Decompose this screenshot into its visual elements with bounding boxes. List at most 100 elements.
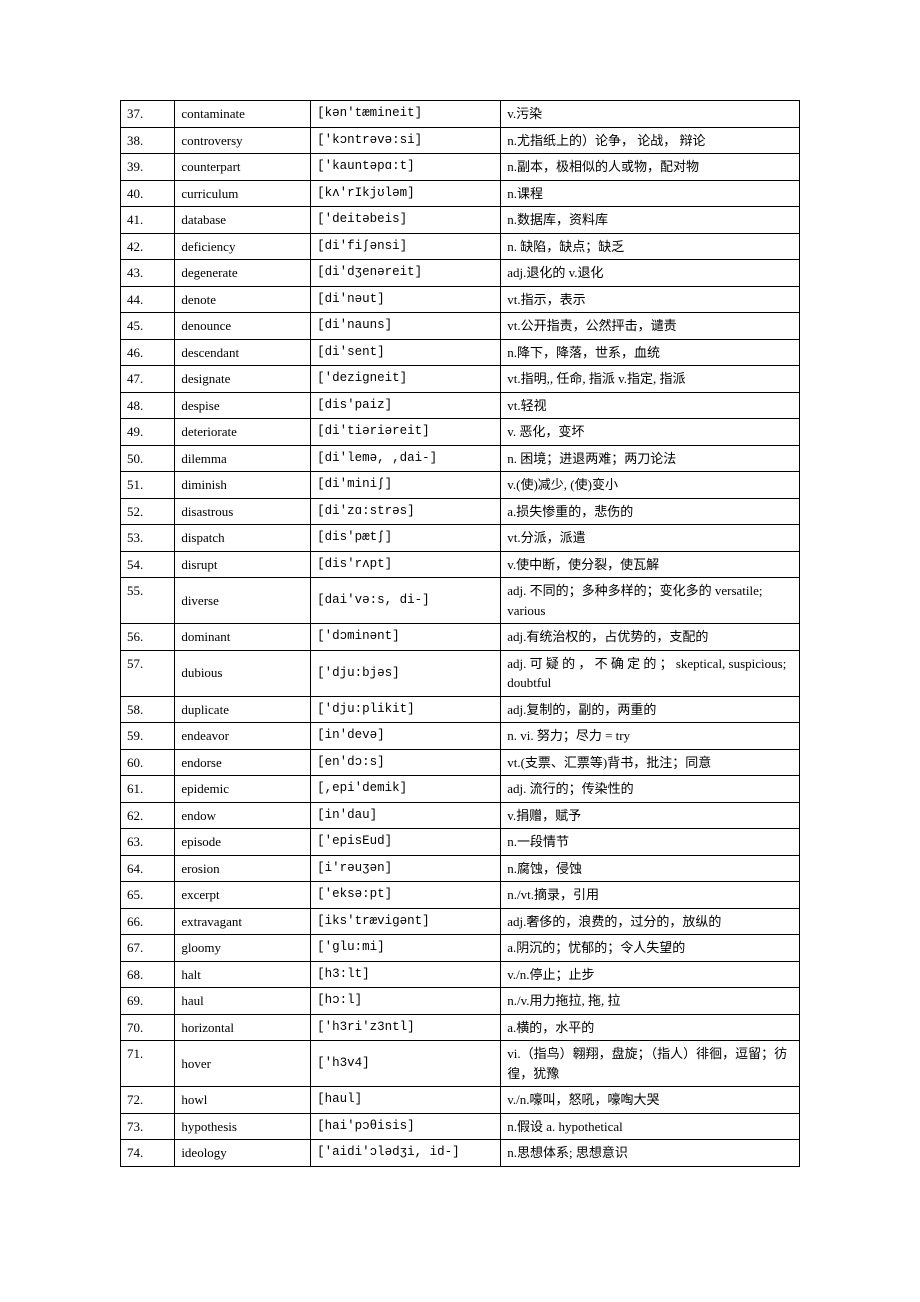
table-row: 47.designate['dezigneit]vt.指明,, 任命, 指派 v… <box>121 366 800 393</box>
cell-number: 49. <box>121 419 175 446</box>
vocabulary-table: 37.contaminate[kən'tæmineit]v.污染38.contr… <box>120 100 800 1167</box>
cell-definition: vt.(支票、汇票等)背书，批注；同意 <box>501 749 800 776</box>
cell-definition: n./v.用力拖拉, 拖, 拉 <box>501 988 800 1015</box>
cell-definition: vt.轻视 <box>501 392 800 419</box>
cell-ipa: [haul] <box>311 1087 501 1114</box>
cell-ipa: [di'sent] <box>311 339 501 366</box>
table-body: 37.contaminate[kən'tæmineit]v.污染38.contr… <box>121 101 800 1167</box>
cell-number: 53. <box>121 525 175 552</box>
cell-definition: v./n.嚎叫，怒吼，嚎啕大哭 <box>501 1087 800 1114</box>
cell-number: 63. <box>121 829 175 856</box>
table-row: 63.episode['episEud] n.一段情节 <box>121 829 800 856</box>
cell-ipa: [hɔ:l] <box>311 988 501 1015</box>
cell-number: 60. <box>121 749 175 776</box>
cell-number: 43. <box>121 260 175 287</box>
cell-number: 66. <box>121 908 175 935</box>
cell-ipa: [di'nauns] <box>311 313 501 340</box>
table-row: 68.halt[h3:lt]v./n.停止；止步 <box>121 961 800 988</box>
cell-ipa: [di'lemə, ,dai-] <box>311 445 501 472</box>
table-row: 67.gloomy['glu:mi]a.阴沉的；忧郁的；令人失望的 <box>121 935 800 962</box>
cell-ipa: ['kauntəpɑ:t] <box>311 154 501 181</box>
cell-word: deficiency <box>175 233 311 260</box>
cell-ipa: [kʌ'rIkjʊləm] <box>311 180 501 207</box>
cell-definition: adj.奢侈的，浪费的，过分的，放纵的 <box>501 908 800 935</box>
cell-definition: n. 困境；进退两难；两刀论法 <box>501 445 800 472</box>
cell-definition: vt.公开指责，公然抨击，谴责 <box>501 313 800 340</box>
cell-number: 47. <box>121 366 175 393</box>
cell-ipa: [,epi'demik] <box>311 776 501 803</box>
cell-ipa: ['h3ri'z3ntl] <box>311 1014 501 1041</box>
cell-definition: adj. 可 疑 的 ， 不 确 定 的 ； skeptical, suspic… <box>501 650 800 696</box>
cell-definition: v.使中断，使分裂，使瓦解 <box>501 551 800 578</box>
cell-number: 54. <box>121 551 175 578</box>
cell-number: 37. <box>121 101 175 128</box>
cell-word: ideology <box>175 1140 311 1167</box>
table-row: 55.diverse[dai'və:s, di-]adj. 不同的；多种多样的；… <box>121 578 800 624</box>
cell-definition: v.(使)减少, (使)变小 <box>501 472 800 499</box>
cell-word: disastrous <box>175 498 311 525</box>
cell-ipa: ['kɔntrəvə:si] <box>311 127 501 154</box>
table-row: 64.erosion[i'rəuʒən]n.腐蚀，侵蚀 <box>121 855 800 882</box>
cell-number: 74. <box>121 1140 175 1167</box>
table-row: 71.hover['h3v4]vi.（指鸟）翱翔，盘旋；（指人）徘徊，逗留；彷徨… <box>121 1041 800 1087</box>
cell-definition: v./n.停止；止步 <box>501 961 800 988</box>
cell-definition: n.腐蚀，侵蚀 <box>501 855 800 882</box>
cell-ipa: [iks'trævigənt] <box>311 908 501 935</box>
cell-definition: v. 恶化，变坏 <box>501 419 800 446</box>
cell-ipa: ['dezigneit] <box>311 366 501 393</box>
table-row: 61.epidemic[,epi'demik]adj. 流行的；传染性的 <box>121 776 800 803</box>
cell-word: disrupt <box>175 551 311 578</box>
cell-ipa: [di'tiəriəreit] <box>311 419 501 446</box>
cell-definition: n. 缺陷，缺点；缺乏 <box>501 233 800 260</box>
cell-word: erosion <box>175 855 311 882</box>
cell-ipa: [in'devə] <box>311 723 501 750</box>
cell-word: contaminate <box>175 101 311 128</box>
cell-ipa: [dis'pætʃ] <box>311 525 501 552</box>
cell-word: counterpart <box>175 154 311 181</box>
cell-number: 70. <box>121 1014 175 1041</box>
cell-word: episode <box>175 829 311 856</box>
cell-word: designate <box>175 366 311 393</box>
table-row: 51.diminish[di'miniʃ]v.(使)减少, (使)变小 <box>121 472 800 499</box>
cell-number: 56. <box>121 624 175 651</box>
cell-definition: a.损失惨重的，悲伤的 <box>501 498 800 525</box>
table-row: 41.database['deitəbeis] n.数据库，资料库 <box>121 207 800 234</box>
table-row: 48.despise[dis'paiz]vt.轻视 <box>121 392 800 419</box>
cell-ipa: ['dju:bjəs] <box>311 650 501 696</box>
table-row: 60.endorse[en'dɔ:s]vt.(支票、汇票等)背书，批注；同意 <box>121 749 800 776</box>
cell-number: 59. <box>121 723 175 750</box>
cell-ipa: [in'dau] <box>311 802 501 829</box>
cell-number: 46. <box>121 339 175 366</box>
cell-number: 39. <box>121 154 175 181</box>
cell-word: excerpt <box>175 882 311 909</box>
cell-definition: n.数据库，资料库 <box>501 207 800 234</box>
cell-word: controversy <box>175 127 311 154</box>
table-row: 39.counterpart['kauntəpɑ:t] n.副本，极相似的人或物… <box>121 154 800 181</box>
table-row: 53.dispatch[dis'pætʃ]vt.分派，派遣 <box>121 525 800 552</box>
cell-ipa: [dis'paiz] <box>311 392 501 419</box>
table-row: 74.ideology['aidi'ɔlədʒi, id-]n.思想体系; 思想… <box>121 1140 800 1167</box>
cell-definition: vi.（指鸟）翱翔，盘旋；（指人）徘徊，逗留；彷徨，犹豫 <box>501 1041 800 1087</box>
cell-word: halt <box>175 961 311 988</box>
cell-number: 48. <box>121 392 175 419</box>
cell-ipa: [di'fiʃənsi] <box>311 233 501 260</box>
cell-definition: adj.有统治权的，占优势的，支配的 <box>501 624 800 651</box>
cell-number: 44. <box>121 286 175 313</box>
cell-word: denote <box>175 286 311 313</box>
cell-word: epidemic <box>175 776 311 803</box>
cell-ipa: [di'miniʃ] <box>311 472 501 499</box>
cell-definition: n.假设 a. hypothetical <box>501 1113 800 1140</box>
table-row: 52.disastrous[di'zɑ:strəs]a.损失惨重的，悲伤的 <box>121 498 800 525</box>
cell-word: curriculum <box>175 180 311 207</box>
cell-ipa: ['h3v4] <box>311 1041 501 1087</box>
table-row: 46.descendant[di'sent]n.降下，降落，世系，血统 <box>121 339 800 366</box>
document-page: 37.contaminate[kən'tæmineit]v.污染38.contr… <box>0 0 920 1267</box>
table-row: 40.curriculum[kʌ'rIkjʊləm]n.课程 <box>121 180 800 207</box>
table-row: 50.dilemma[di'lemə, ,dai-]n. 困境；进退两难；两刀论… <box>121 445 800 472</box>
cell-definition: adj. 不同的；多种多样的；变化多的 versatile; various <box>501 578 800 624</box>
cell-number: 42. <box>121 233 175 260</box>
cell-word: duplicate <box>175 696 311 723</box>
cell-ipa: ['episEud] <box>311 829 501 856</box>
cell-number: 55. <box>121 578 175 624</box>
cell-ipa: [en'dɔ:s] <box>311 749 501 776</box>
